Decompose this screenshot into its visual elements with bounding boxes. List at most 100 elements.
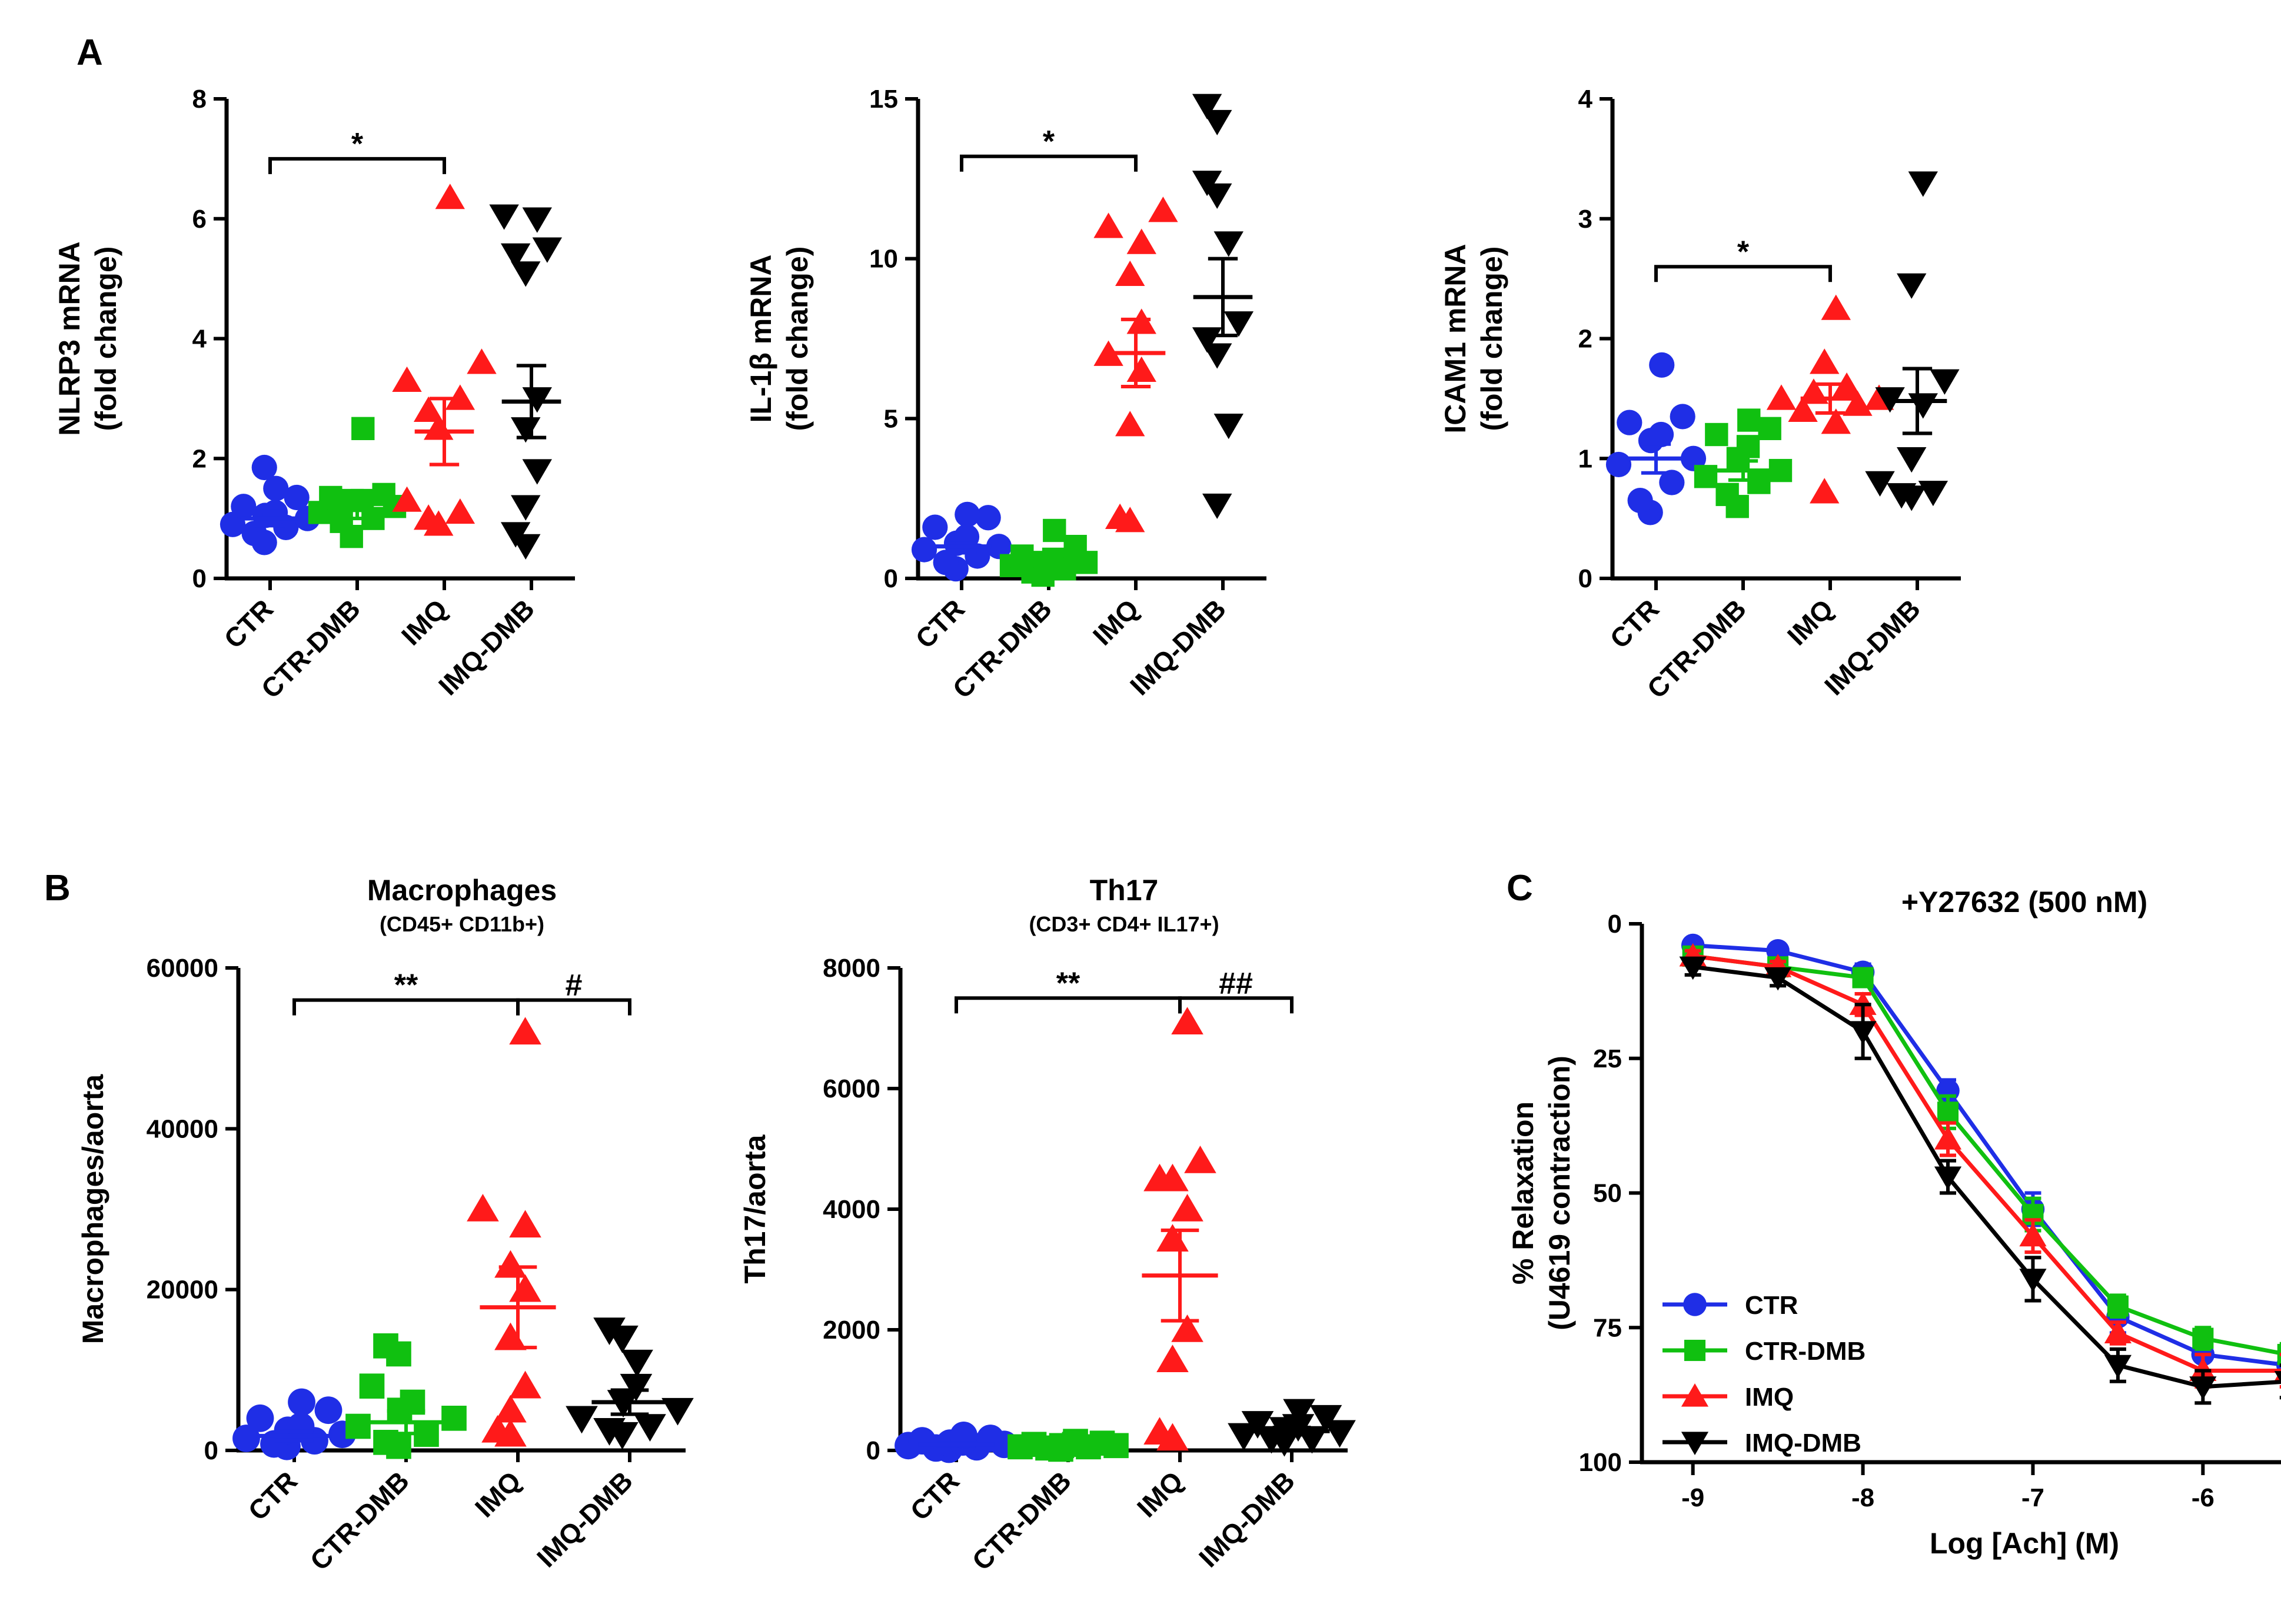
data-point-ctr <box>1648 421 1674 448</box>
data-point-imq <box>1115 260 1145 287</box>
x-tick-label: -7 <box>2021 1483 2044 1512</box>
data-point-imq <box>467 1194 499 1222</box>
y-tick-label: 40000 <box>147 1114 218 1143</box>
x-tick-label: -6 <box>2192 1483 2215 1512</box>
data-point-ctr-dmb <box>1063 1429 1088 1454</box>
data-point-imq <box>445 384 476 410</box>
x-category-label: IMQ-DMB <box>1818 593 1926 701</box>
data-point-imq <box>1126 356 1156 382</box>
data-point-imq-dmb <box>1934 1166 1962 1190</box>
data-point-imq-dmb <box>2019 1269 2047 1292</box>
data-point-ctr <box>1659 470 1685 495</box>
data-point-imq-dmb <box>1213 231 1243 257</box>
data-point-imq-dmb <box>1897 447 1927 473</box>
data-point-ctr <box>955 501 980 527</box>
data-point-imq <box>1821 408 1851 434</box>
y-tick-label: 15 <box>869 85 898 114</box>
y-axis-label-line2: (fold change) <box>89 247 122 431</box>
data-point-ctr-dmb <box>373 1333 398 1359</box>
panel-label: B <box>44 868 71 908</box>
chart-subtitle: (CD45+ CD11b+) <box>380 912 544 936</box>
data-point-imq <box>509 1017 541 1045</box>
data-point-ctr <box>232 1425 260 1452</box>
data-point-imq-dmb <box>1764 967 1792 991</box>
significance-bracket <box>960 154 1138 172</box>
data-point-ctr-dmb <box>1937 1101 1959 1123</box>
x-category-label: CTR <box>904 1465 965 1526</box>
data-point-imq <box>1143 1417 1176 1445</box>
data-point-ctr <box>911 537 937 563</box>
data-point-ctr-dmb <box>1747 471 1771 494</box>
legend-label: IMQ-DMB <box>1745 1429 1861 1457</box>
data-point-imq <box>1171 1194 1203 1222</box>
data-point-imq-dmb <box>1283 1399 1315 1427</box>
data-point-imq <box>509 1274 541 1302</box>
y-axis-label: NLRP3 mRNA <box>53 241 86 436</box>
y-axis-label: ICAM1 mRNA <box>1439 244 1472 433</box>
data-point-imq <box>509 1370 541 1399</box>
data-point-ctr <box>975 505 1001 531</box>
data-point-ctr-dmb <box>1715 482 1739 507</box>
data-point-imq-dmb <box>1192 171 1222 197</box>
data-point-imq-dmb <box>1202 493 1232 520</box>
data-point-ctr <box>288 1388 315 1416</box>
data-point-imq-dmb <box>2189 1376 2217 1400</box>
x-tick-label: -8 <box>1851 1483 1874 1512</box>
y-tick-label: 50 <box>1593 1179 1622 1208</box>
data-point-imq-dmb <box>1918 481 1949 507</box>
data-point-imq <box>1126 228 1156 254</box>
y-tick-label: 0 <box>884 564 898 593</box>
data-point-ctr-dmb <box>1043 518 1066 543</box>
data-point-imq-dmb <box>500 243 531 269</box>
data-point-imq-dmb <box>1213 414 1243 440</box>
data-point-imq-dmb <box>1886 483 1917 509</box>
y-tick-label: 0 <box>1578 564 1592 593</box>
x-tick-label: -9 <box>1681 1483 1704 1512</box>
legend-label: IMQ <box>1745 1383 1794 1412</box>
data-point-ctr <box>908 1427 936 1455</box>
significance-bracket <box>268 157 446 174</box>
data-point-ctr <box>976 1425 1005 1452</box>
data-point-imq <box>2104 1320 2132 1343</box>
data-point-ctr <box>922 514 948 540</box>
chart-title: +Y27632 (500 nM) <box>1901 886 2147 919</box>
chart-subtitle: (CD3+ CD4+ IL17+) <box>1029 912 1219 936</box>
data-point-imq-dmb <box>489 204 519 230</box>
y-tick-label: 1 <box>1578 444 1592 473</box>
data-point-ctr <box>965 543 990 569</box>
data-point-imq <box>413 504 444 530</box>
significance-marker: * <box>1737 235 1750 269</box>
significance-marker: ## <box>1219 966 1253 1000</box>
panel-label: C <box>1507 868 1533 908</box>
data-point-ctr-dmb <box>330 510 353 533</box>
x-category-label: CTR <box>218 593 279 654</box>
data-point-imq-dmb <box>1865 471 1895 497</box>
y-axis-label: % Relaxation <box>1507 1101 1539 1284</box>
y-tick-label: 6000 <box>823 1074 880 1103</box>
data-point-imq <box>1093 212 1123 238</box>
x-category-label: IMQ-DMB <box>1193 1465 1301 1573</box>
data-point-imq-dmb <box>1192 94 1222 119</box>
x-category-label: CTR <box>242 1465 303 1526</box>
series-line-imq <box>1693 954 2281 1373</box>
data-point-ctr <box>246 1404 274 1432</box>
data-point-ctr <box>251 454 277 481</box>
data-point-imq <box>1156 1224 1189 1252</box>
data-point-ctr <box>263 475 289 501</box>
y-tick-label: 6 <box>192 205 207 234</box>
y-tick-label: 4000 <box>823 1195 880 1224</box>
data-point-ctr <box>1627 487 1653 514</box>
data-point-ctr <box>1605 451 1632 478</box>
data-point-imq-dmb <box>1202 343 1232 369</box>
y-axis-label-line2: (fold change) <box>1475 247 1508 431</box>
data-point-ctr-dmb <box>319 485 343 510</box>
data-point-imq-dmb <box>1202 109 1232 136</box>
x-category-label: IMQ-DMB <box>1124 593 1232 701</box>
legend-marker <box>1681 1383 1709 1407</box>
data-point-imq <box>392 486 422 512</box>
data-point-imq <box>1810 478 1840 504</box>
chart-title: Th17 <box>1090 874 1159 907</box>
data-point-ctr-dmb <box>372 482 395 507</box>
x-category-label: IMQ <box>469 1465 527 1523</box>
